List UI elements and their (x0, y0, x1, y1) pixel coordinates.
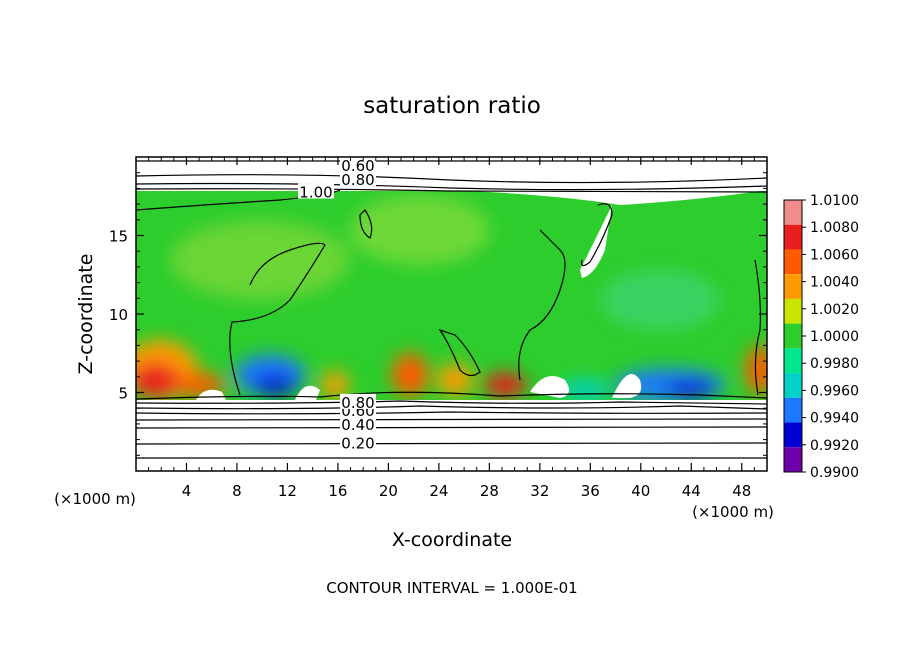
contour-line (136, 426, 767, 429)
patch (600, 270, 720, 330)
contour-labels: 0.200.400.600.800.600.801.00 (298, 156, 376, 453)
x-axis: 4 8 12 16 20 24 28 32 36 40 44 48 (148, 157, 755, 500)
colorbar-tick-label: 1.0000 (810, 329, 859, 345)
colorbar-tick-label: 0.9900 (810, 465, 859, 481)
colorbar-tick-label: 1.0080 (810, 220, 859, 236)
contour-label: 0.60 (341, 157, 374, 175)
patch (350, 195, 490, 265)
x-tick-label: 20 (379, 482, 398, 500)
patch (483, 373, 527, 397)
colorbar-swatch (784, 298, 802, 324)
colorbar-swatch (784, 373, 802, 398)
y-tick-label: 15 (109, 228, 128, 246)
colorbar-swatch (784, 323, 802, 349)
contour-label: 0.80 (341, 394, 374, 412)
x-tick-label: 24 (429, 482, 448, 500)
x-tick-label: 16 (328, 482, 347, 500)
x-tick-label: 48 (732, 482, 751, 500)
colorbar-swatch (784, 422, 802, 448)
gap (580, 205, 612, 278)
contour-line (136, 400, 767, 405)
patch (746, 345, 767, 395)
contour-line (518, 229, 566, 381)
contour-label-bg (340, 156, 376, 172)
contour-lines (136, 160, 767, 459)
x-tick-label: 28 (480, 482, 499, 500)
field-top-edge (136, 157, 767, 205)
colorbar-swatch (784, 348, 802, 374)
contour-label-bg (298, 183, 334, 199)
colorbar-tick-label: 0.9960 (810, 383, 859, 399)
colorbar-tick-label: 0.9920 (810, 438, 859, 454)
colorbar-tick-label: 1.0040 (810, 275, 859, 291)
patch (437, 364, 473, 396)
saturation-field (136, 157, 767, 471)
x-tick-label: 44 (682, 482, 701, 500)
contour-line (581, 203, 613, 267)
contour-line (136, 391, 767, 400)
colorbar-tick-label: 1.0020 (810, 302, 859, 318)
contour-label: 1.00 (299, 184, 332, 202)
patch (253, 375, 297, 395)
contour-line (136, 442, 767, 445)
colorbar-tick-label: 0.9940 (810, 411, 859, 427)
contour-line (136, 411, 767, 415)
field-bottom-clear (136, 400, 767, 471)
patch (170, 220, 350, 300)
contour-interval-note: CONTOUR INTERVAL = 1.000E-01 (326, 579, 577, 597)
colorbar-swatch (784, 274, 802, 299)
gap (530, 376, 569, 398)
patch (321, 371, 349, 399)
contour-line (136, 174, 767, 184)
colorbar-tick-label: 1.0100 (810, 193, 859, 209)
contour-line (136, 182, 767, 191)
colorbar: 1.0100 1.0080 1.0060 1.0040 1.0020 1.0000 0.99… (783, 193, 859, 481)
patch (136, 362, 180, 398)
x-axis-label: X-coordinate (392, 529, 512, 551)
contour-line (754, 259, 762, 396)
contour-line (136, 405, 767, 410)
patch (560, 380, 610, 400)
contour-line (438, 328, 481, 377)
chart-title: saturation ratio (363, 93, 541, 119)
y-axis: 5 10 15 (109, 172, 767, 456)
colorbar-tick-label: 1.0060 (810, 247, 859, 263)
colorbar-swatch (784, 397, 802, 423)
y-tick-label: 10 (109, 306, 128, 324)
contour-label-bg (340, 415, 376, 431)
colorbar-swatch (784, 200, 802, 225)
contour-label: 0.80 (341, 171, 374, 189)
contour-label-bg (340, 393, 376, 409)
x-unit-left: (×1000 m) (54, 490, 136, 508)
contour-line (359, 209, 373, 239)
gap (612, 374, 642, 398)
colorbar-tick-label: 0.9980 (810, 356, 859, 372)
x-tick-label: 4 (182, 482, 192, 500)
x-tick-label: 8 (232, 482, 242, 500)
contour-label: 0.40 (341, 416, 374, 434)
contour-line (229, 242, 326, 396)
x-tick-label: 32 (530, 482, 549, 500)
y-tick-label: 5 (118, 385, 128, 403)
contour-label-bg (340, 170, 376, 186)
colorbar-swatch (784, 224, 802, 250)
x-tick-label: 12 (278, 482, 297, 500)
x-tick-label: 36 (581, 482, 600, 500)
y-axis-label: Z-coordinate (75, 254, 97, 375)
x-tick-label: 40 (631, 482, 650, 500)
colorbar-swatch (784, 447, 802, 472)
patch (392, 353, 428, 397)
contour-label-bg (340, 434, 376, 450)
x-unit-right: (×1000 m) (692, 503, 774, 521)
contour-line (136, 418, 767, 421)
colorbar-swatch (784, 249, 802, 275)
contour-label: 0.20 (341, 435, 374, 453)
